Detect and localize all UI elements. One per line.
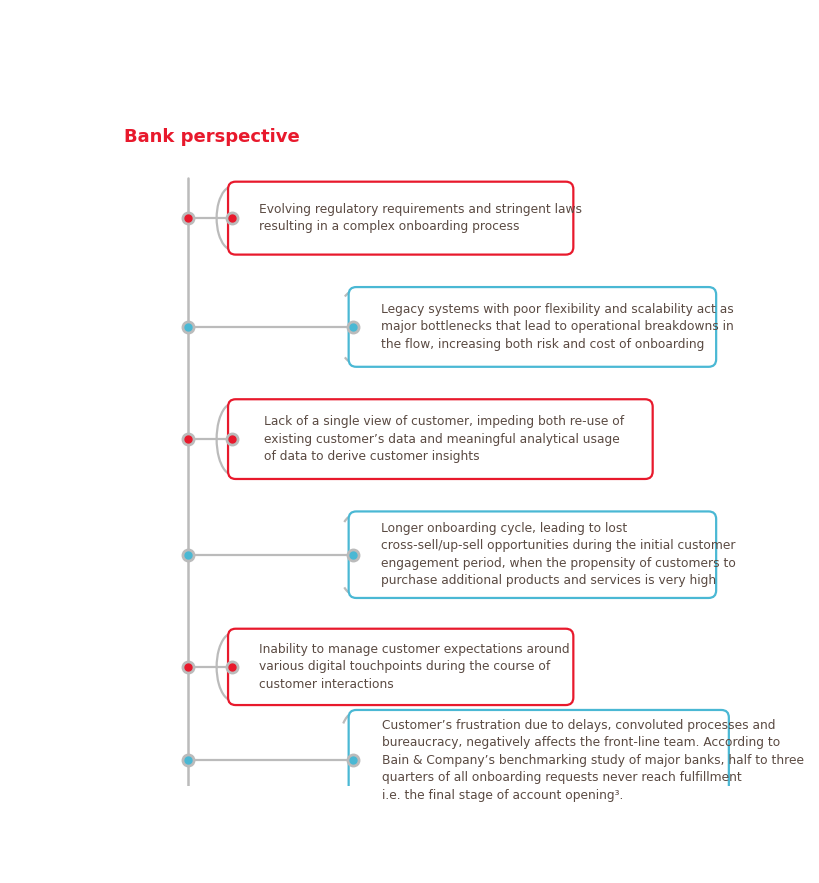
FancyBboxPatch shape [349,511,716,598]
FancyBboxPatch shape [228,629,573,705]
Text: Bank perspective: Bank perspective [124,127,300,146]
FancyBboxPatch shape [349,710,729,810]
Text: Inability to manage customer expectations around
various digital touchpoints dur: Inability to manage customer expectation… [259,643,569,691]
FancyBboxPatch shape [349,287,716,366]
Text: Lack of a single view of customer, impeding both re-use of
existing customer’s d: Lack of a single view of customer, imped… [265,415,624,463]
FancyBboxPatch shape [228,182,573,254]
Text: Longer onboarding cycle, leading to lost
cross-sell/up-sell opportunities during: Longer onboarding cycle, leading to lost… [381,522,735,587]
Text: Customer’s frustration due to delays, convoluted processes and
bureaucracy, nega: Customer’s frustration due to delays, co… [382,719,803,802]
Text: Evolving regulatory requirements and stringent laws
resulting in a complex onboa: Evolving regulatory requirements and str… [259,203,581,233]
FancyBboxPatch shape [228,399,653,479]
Text: Legacy systems with poor flexibility and scalability act as
major bottlenecks th: Legacy systems with poor flexibility and… [381,303,734,351]
